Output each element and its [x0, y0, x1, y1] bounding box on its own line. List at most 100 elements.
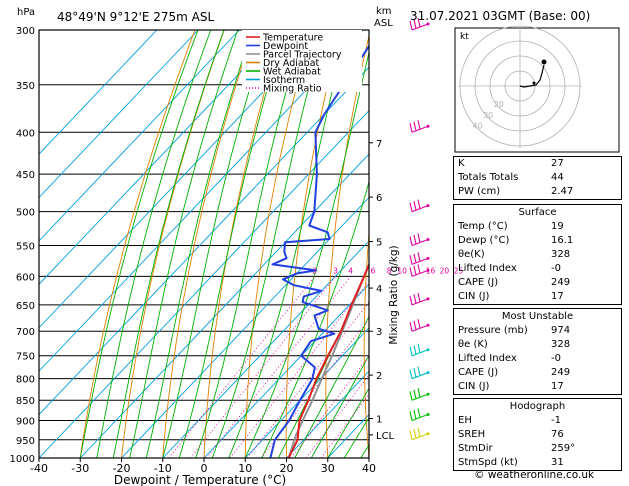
surface-row: Lifted Index -0: [458, 263, 561, 274]
hodograph-unit-label: kt: [460, 32, 469, 42]
pressure-unit: hPa: [17, 7, 35, 18]
wind-barb: [409, 264, 430, 277]
mu-row: CAPE (J) 249: [458, 367, 571, 378]
mixing-ratio-line: [168, 276, 316, 458]
isotherm-line: [203, 283, 369, 458]
most-unstable-box: Most Unstable Pressure (mb) 974 θe (K) 328…: [453, 308, 622, 395]
legend-entry: Temperature: [262, 33, 323, 44]
surface-title: Surface: [518, 207, 557, 218]
mixing-ratio-label: 6: [370, 266, 375, 275]
temperature-line: [287, 262, 369, 458]
surface-row: θe(K) 328: [458, 249, 571, 260]
asl-label: ASL: [374, 18, 393, 29]
x-tick-label: -20: [113, 462, 131, 475]
wet-adiabat-line: [211, 30, 325, 458]
index-row-pw: PW (cm) 2.47: [458, 186, 574, 197]
surface-box: Surface Temp (°C) 19 Dewp (°C) 16.1 θe(K) 3…: [453, 204, 622, 305]
pressure-tick-label: 1000: [10, 454, 35, 465]
height-tick-label: LCL: [376, 431, 395, 442]
hodograph-frame: [454, 27, 620, 153]
dry-adiabat-line: [363, 228, 369, 458]
parcel-trajectory-line: [287, 262, 369, 458]
wet-adiabat-line: [112, 30, 225, 458]
mixing-ratio-label: 4: [348, 266, 353, 275]
wet-adiabat-line: [96, 30, 212, 458]
hodograph-box: Hodograph EH -1 SREH 76 StmDir 259° StmSpd …: [453, 398, 622, 471]
legend-entry: Dry Adiabat: [263, 58, 320, 69]
x-tick-label: -40: [30, 462, 48, 475]
pressure-tick-label: 650: [16, 301, 35, 312]
hodo-row: EH -1: [458, 415, 561, 426]
most-unstable-title: Most Unstable: [501, 311, 574, 322]
isotherm-line: [39, 30, 281, 285]
dry-adiabat-line: [162, 30, 254, 458]
datetime-header: 31.07.2021 03GMT (Base: 00): [410, 9, 591, 23]
wind-barbs: [409, 17, 430, 441]
wind-barb: [409, 408, 430, 422]
pressure-tick-label: 300: [16, 26, 35, 37]
wind-barb: [409, 388, 430, 401]
mu-row: Lifted Index -0: [458, 353, 561, 364]
hodograph-storm-motion: [532, 81, 536, 85]
wet-adiabat-line: [244, 50, 369, 458]
mu-row: Pressure (mb) 974: [458, 325, 571, 336]
legend-entry: Mixing Ratio: [263, 84, 322, 95]
hodo-row: SREH 76: [458, 429, 564, 440]
hodograph-point: [541, 59, 547, 65]
pressure-tick-label: 900: [16, 417, 35, 428]
isotherm-line: [39, 30, 323, 329]
dewpoint-line: [269, 44, 369, 458]
legend-entry: Isotherm: [263, 75, 305, 86]
wet-adiabat-line: [228, 30, 348, 458]
pressure-tick-label: 600: [16, 272, 35, 283]
pressure-tick-label: 550: [16, 241, 35, 252]
hodograph-ring-label: 20: [494, 100, 504, 109]
indices-box: K 27 Totals Totals 44 PW (cm) 2.47: [453, 156, 622, 200]
wind-barb: [409, 233, 430, 246]
isotherm-line: [286, 370, 369, 458]
wind-barb: [409, 199, 430, 213]
height-tick-label: 1: [376, 415, 382, 426]
mixing-ratio-label: 16: [426, 266, 436, 275]
mixing-ratio-label: 25: [454, 266, 464, 275]
wet-adiabat-line: [327, 387, 369, 458]
legend-entry: Parcel Trajectory: [263, 50, 342, 61]
hodograph-title: Hodograph: [509, 401, 566, 412]
indices-panel: K 27 Totals Totals 44 PW (cm) 2.47 Surface …: [453, 156, 622, 474]
x-tick-label: 30: [321, 462, 335, 475]
hodograph-ring-label: 40: [472, 121, 482, 130]
index-row-k: K 27: [458, 158, 564, 169]
pressure-tick-label: 500: [16, 208, 35, 219]
mixing-ratio-line: [247, 301, 369, 458]
mixing-ratio-axis-label: Mixing Ratio (g/kg): [388, 245, 400, 344]
wet-adiabat-line: [195, 30, 304, 458]
wet-adiabat-line: [294, 315, 369, 458]
dry-adiabat-line: [203, 30, 284, 458]
wind-barb: [409, 343, 430, 357]
wind-barb: [409, 427, 430, 441]
legend-entry: Wet Adiabat: [263, 67, 321, 78]
pressure-tick-label: 750: [16, 352, 35, 363]
mixing-ratio-label: 2: [312, 266, 317, 275]
isotherm-line: [39, 30, 240, 242]
location-title: 48°49'N 9°12'E 275m ASL: [57, 10, 214, 24]
wet-adiabat-line: [310, 354, 369, 458]
height-tick-label: 5: [376, 238, 382, 249]
surface-row: Temp (°C) 19: [458, 221, 564, 232]
surface-row: CAPE (J) 249: [458, 277, 571, 288]
x-tick-label: 0: [201, 462, 208, 475]
mu-row: θe (K) 328: [458, 339, 571, 350]
pressure-tick-label: 400: [16, 128, 35, 139]
x-axis-label: Dewpoint / Temperature (°C): [114, 473, 286, 486]
pressure-tick-label: 800: [16, 375, 35, 386]
x-tick-label: 10: [238, 462, 252, 475]
legend-background: [242, 30, 362, 92]
isotherm-line: [162, 240, 369, 458]
mu-row: CIN (J) 17: [458, 381, 564, 392]
mixing-ratio-label: 10: [397, 266, 407, 275]
pressure-tick-label: 450: [16, 170, 35, 181]
wind-barb: [409, 319, 430, 332]
km-label: km: [376, 6, 392, 17]
